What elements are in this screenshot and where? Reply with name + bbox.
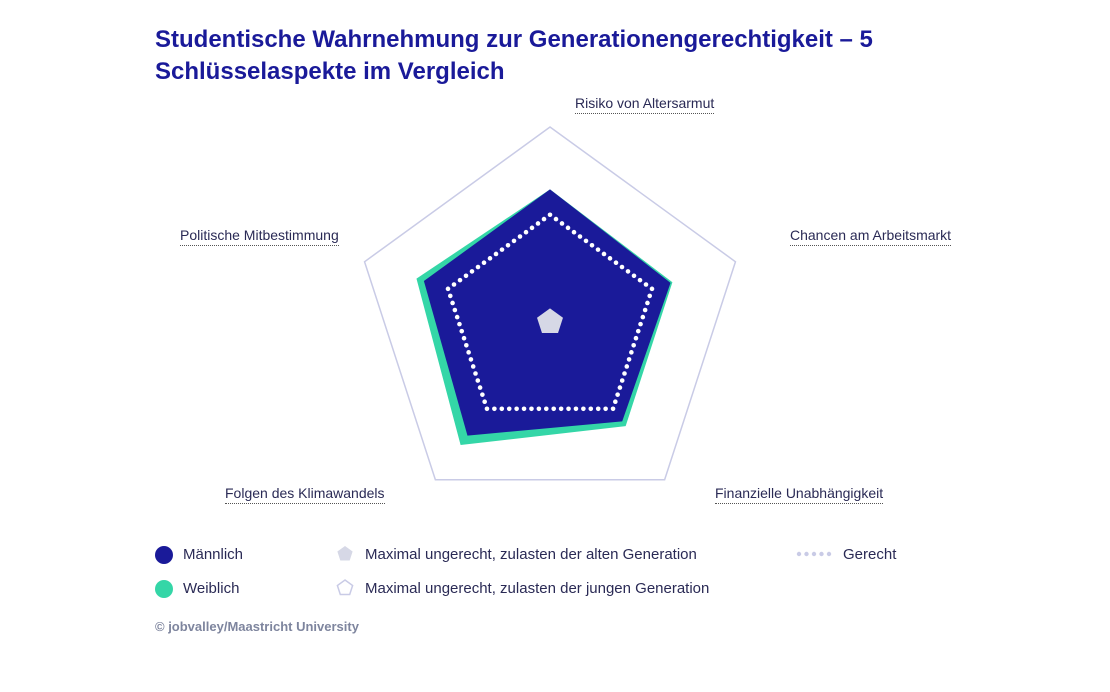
legend-swatch-maennlich (155, 546, 173, 564)
legend-item-unjust-young: Maximal ungerecht, zulasten der jungen G… (335, 577, 775, 601)
legend-label-unjust-old: Maximal ungerecht, zulasten der alten Ge… (365, 546, 697, 563)
legend-item-fair: Gerecht (795, 543, 955, 567)
radar-chart: Risiko von Altersarmut Chancen am Arbeit… (155, 97, 955, 527)
axis-label-4: Politische Mitbestimmung (180, 227, 339, 246)
axis-label-1: Chancen am Arbeitsmarkt (790, 227, 951, 246)
page: Studentische Wahrnehmung zur Generatione… (0, 0, 1110, 692)
legend-swatch-weiblich (155, 580, 173, 598)
legend-swatch-unjust-old (335, 543, 355, 567)
legend-item-maennlich: Männlich (155, 543, 315, 567)
legend-item-weiblich: Weiblich (155, 577, 315, 601)
legend-label-fair: Gerecht (843, 546, 896, 563)
page-title: Studentische Wahrnehmung zur Generatione… (155, 24, 915, 89)
legend-swatch-fair (795, 546, 833, 563)
legend-label-unjust-young: Maximal ungerecht, zulasten der jungen G… (365, 580, 709, 597)
axis-label-2: Finanzielle Unabhängigkeit (715, 485, 883, 504)
axis-label-0: Risiko von Altersarmut (575, 95, 714, 114)
legend-label-weiblich: Weiblich (183, 580, 239, 597)
legend-swatch-unjust-young (335, 577, 355, 601)
legend-label-maennlich: Männlich (183, 546, 243, 563)
legend: Männlich Maximal ungerecht, zulasten der… (155, 543, 1050, 601)
source-footer: © jobvalley/Maastricht University (155, 619, 1050, 634)
legend-item-unjust-old: Maximal ungerecht, zulasten der alten Ge… (335, 543, 775, 567)
axis-label-3: Folgen des Klimawandels (225, 485, 385, 504)
radar-svg (155, 97, 955, 527)
